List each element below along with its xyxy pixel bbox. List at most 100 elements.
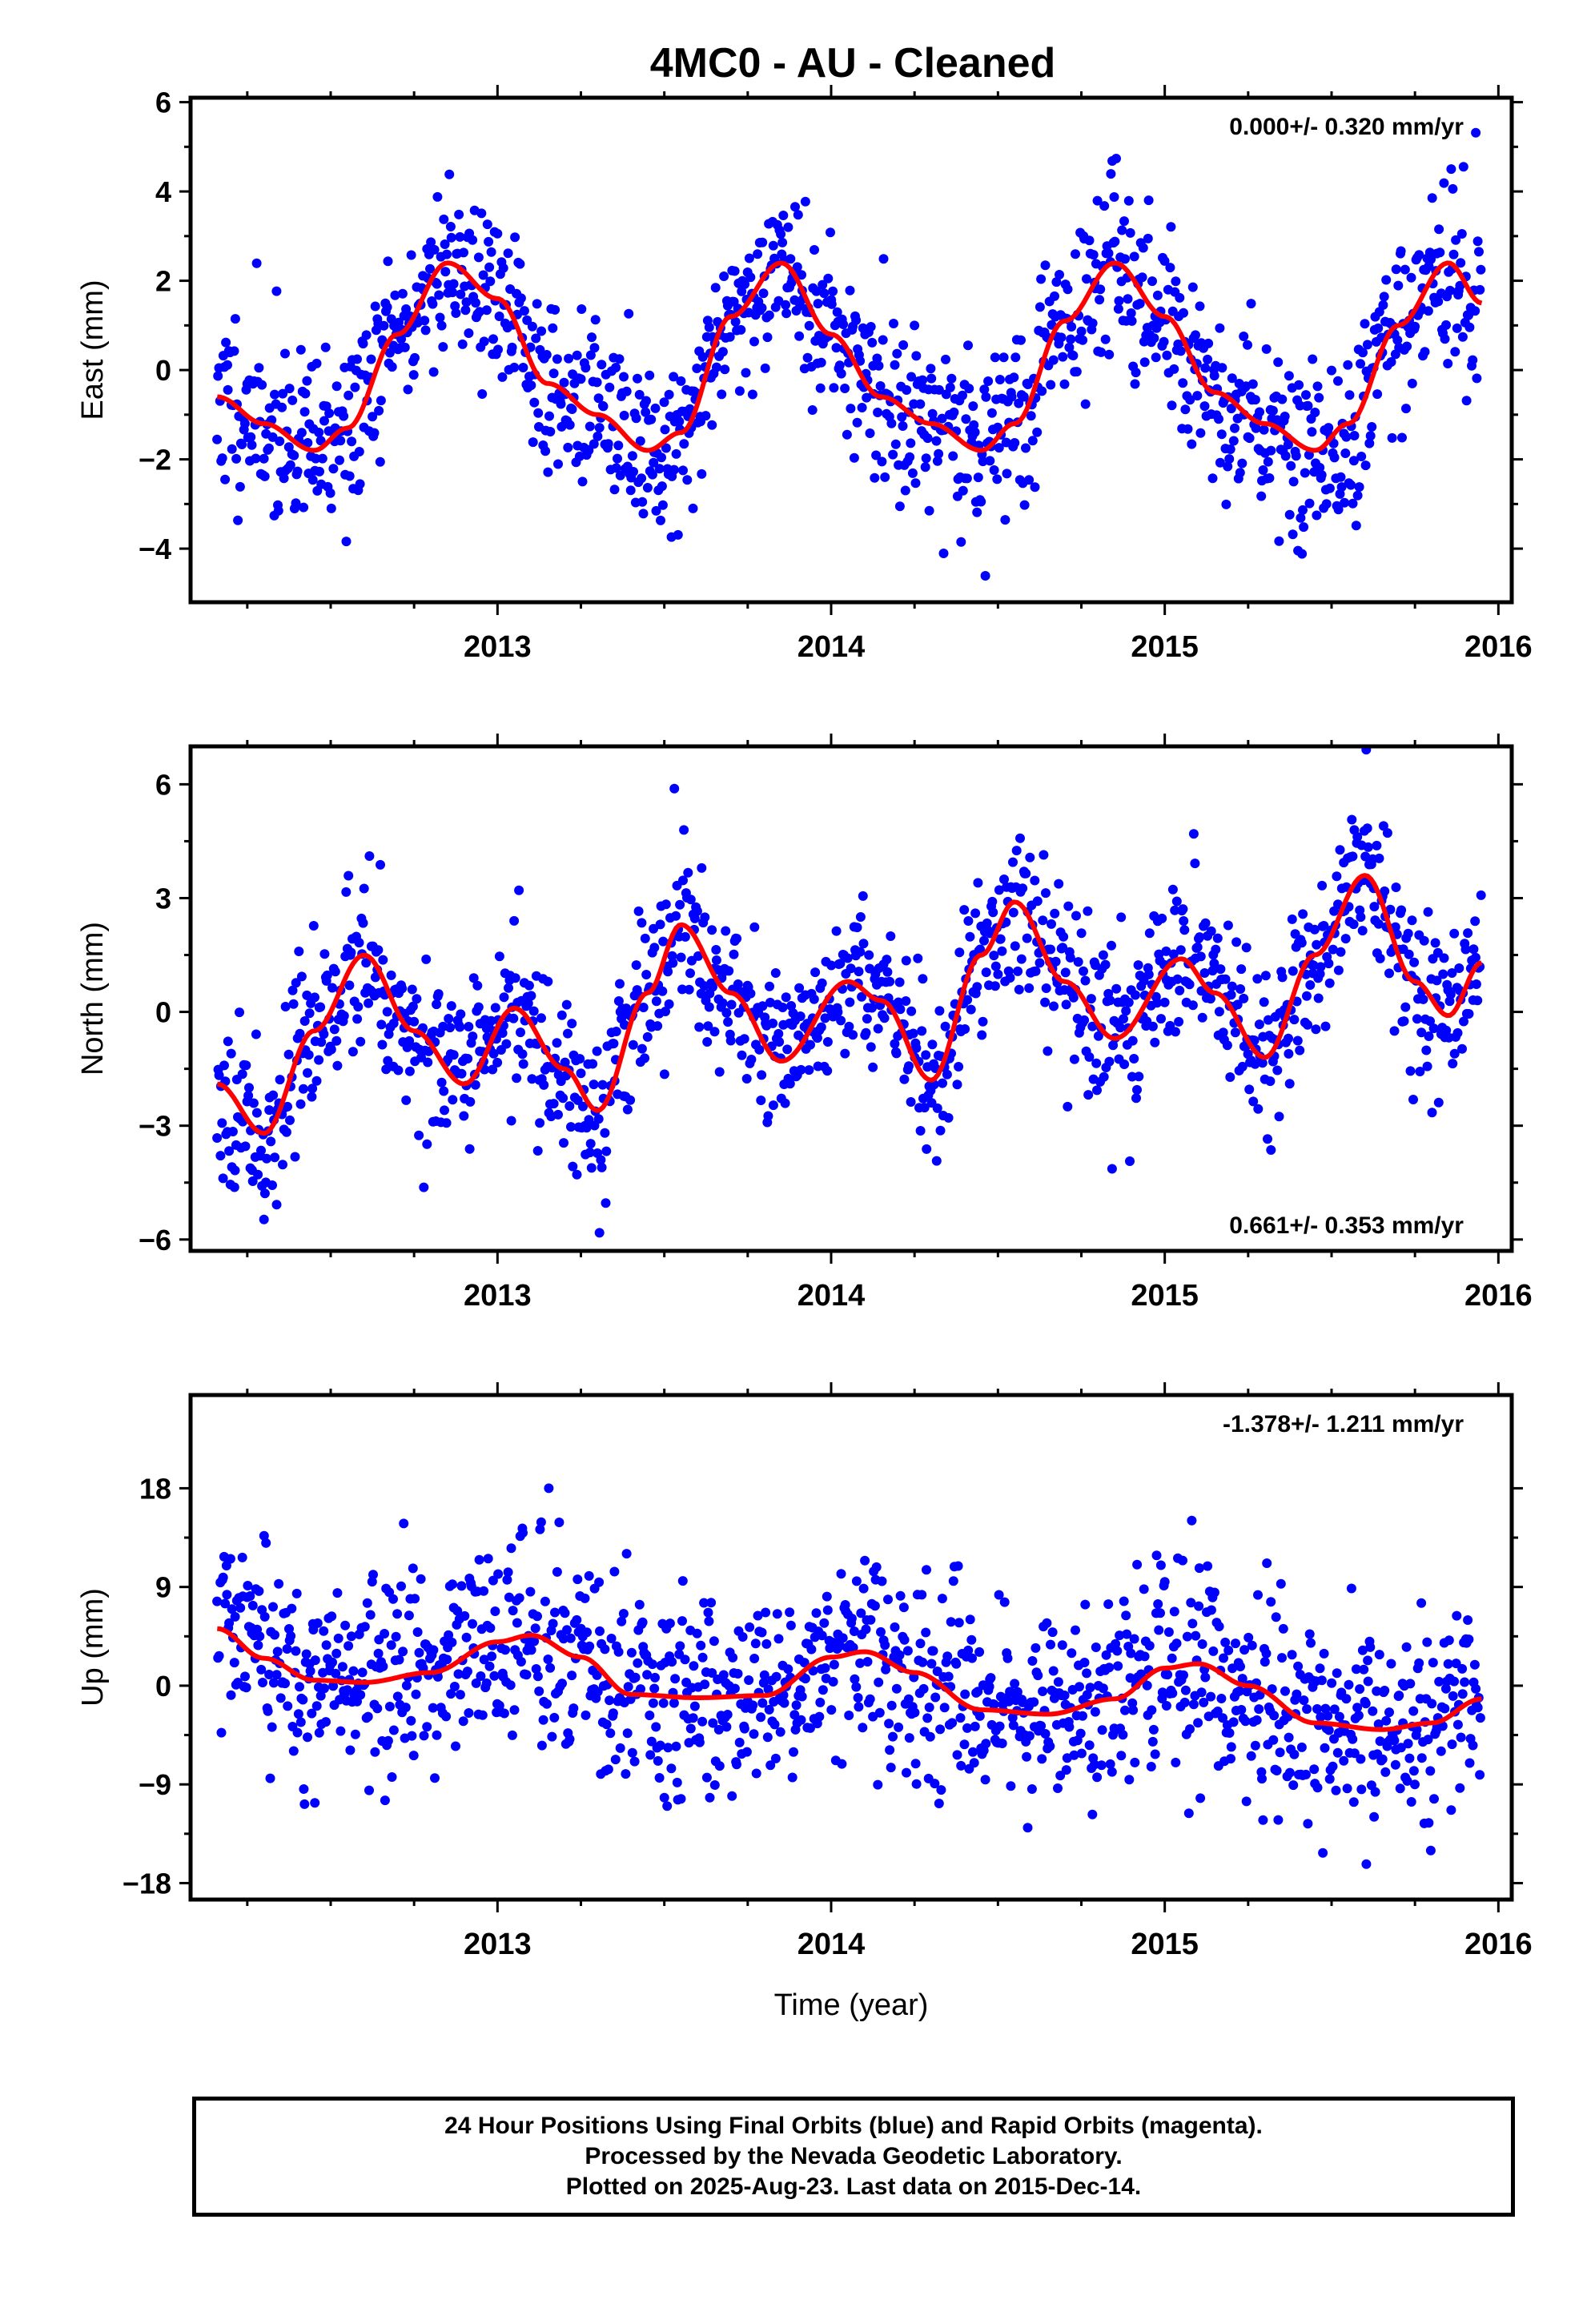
position-point [327, 1657, 337, 1667]
position-point [1197, 1639, 1207, 1649]
position-point [223, 1036, 233, 1047]
position-point [400, 1703, 411, 1713]
position-point [559, 1138, 568, 1148]
position-point [247, 1600, 258, 1610]
position-point [1071, 911, 1081, 921]
position-point [635, 436, 645, 446]
position-point [1357, 926, 1368, 936]
position-point [725, 332, 735, 342]
position-point [1391, 264, 1401, 275]
position-point [217, 1118, 227, 1128]
position-point [363, 1711, 373, 1722]
position-point [874, 360, 884, 371]
position-point [609, 1566, 620, 1577]
position-point [1000, 515, 1010, 525]
position-point [1384, 968, 1394, 979]
position-point [689, 1701, 700, 1711]
position-point [645, 1750, 656, 1760]
position-point [598, 401, 609, 412]
position-point [391, 1631, 401, 1642]
position-point [355, 479, 365, 489]
position-point [1237, 1061, 1247, 1072]
position-point [305, 1666, 315, 1676]
position-point [886, 931, 896, 941]
position-point [229, 1182, 239, 1192]
position-point [891, 1048, 902, 1059]
position-point [826, 1705, 837, 1715]
position-point [1200, 918, 1211, 928]
position-point [745, 272, 756, 283]
position-point [559, 377, 569, 388]
position-point [1035, 958, 1045, 968]
position-point [920, 462, 930, 472]
position-point [975, 944, 986, 955]
position-point [378, 1661, 388, 1671]
position-point [981, 1739, 991, 1749]
position-point [564, 353, 574, 364]
position-point [254, 363, 264, 373]
position-point [783, 222, 793, 232]
position-point [539, 1080, 549, 1090]
position-point [330, 967, 340, 977]
position-point [760, 363, 770, 373]
position-point [954, 1062, 964, 1072]
position-point [1104, 1056, 1115, 1067]
position-point [526, 380, 536, 391]
position-point [800, 1674, 810, 1684]
position-point [671, 448, 681, 459]
position-point [1406, 272, 1416, 283]
position-point [689, 1661, 699, 1671]
position-point [401, 1095, 412, 1105]
position-point [1419, 935, 1429, 946]
position-point [382, 302, 392, 312]
position-point [425, 263, 435, 274]
position-point [1119, 216, 1129, 227]
position-point [1452, 323, 1462, 333]
position-point [1318, 1848, 1328, 1858]
position-point [995, 934, 1006, 944]
position-point [617, 1616, 627, 1626]
position-point [795, 1011, 806, 1021]
position-point [1187, 282, 1198, 292]
position-point [1387, 432, 1397, 443]
position-point [875, 381, 886, 391]
position-point [247, 440, 257, 450]
position-point [401, 1680, 412, 1691]
position-point [1394, 1691, 1404, 1701]
position-point [1349, 431, 1360, 440]
position-point [594, 423, 605, 433]
position-point [1266, 1145, 1276, 1155]
position-point [1464, 1009, 1474, 1019]
position-point [797, 1691, 807, 1702]
position-point [420, 316, 430, 326]
position-point [409, 1016, 420, 1027]
position-point [737, 1050, 747, 1060]
position-point [756, 1096, 766, 1105]
position-point [379, 320, 389, 331]
position-point [382, 1007, 392, 1017]
position-point [575, 1054, 585, 1064]
position-point [997, 1739, 1007, 1748]
position-point [1348, 919, 1359, 930]
position-point [383, 256, 393, 267]
position-point [1067, 322, 1077, 332]
position-point [1159, 255, 1170, 266]
position-point [603, 1764, 613, 1775]
position-point [804, 1065, 814, 1076]
position-point [237, 440, 247, 449]
position-point [1131, 1093, 1141, 1104]
position-point [769, 1719, 780, 1730]
position-point [708, 1718, 718, 1728]
position-point [746, 1055, 757, 1064]
position-point [558, 1093, 568, 1104]
position-point [1472, 1703, 1483, 1713]
position-point [220, 474, 231, 485]
position-point [386, 970, 396, 980]
position-point [930, 1779, 940, 1789]
position-point [319, 949, 330, 959]
position-point [310, 992, 319, 1003]
position-point [476, 208, 487, 219]
position-point [1040, 1729, 1051, 1739]
position-point [439, 1086, 449, 1096]
position-point [866, 322, 876, 332]
